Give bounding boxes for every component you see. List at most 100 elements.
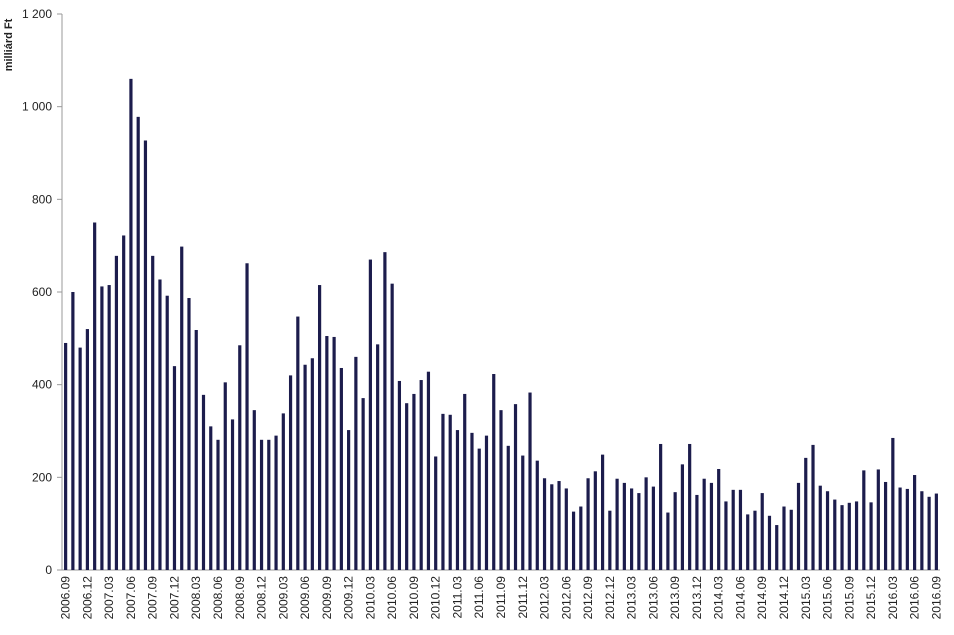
x-tick-label: 2012.09 bbox=[581, 576, 595, 620]
bar bbox=[898, 487, 902, 570]
x-tick-label: 2015.03 bbox=[799, 576, 813, 620]
bar bbox=[376, 344, 380, 570]
x-tick-label: 2010.06 bbox=[385, 576, 399, 620]
bar bbox=[746, 514, 750, 570]
x-tick-label: 2015.12 bbox=[864, 576, 878, 620]
bar bbox=[913, 475, 917, 570]
bar bbox=[796, 482, 801, 570]
bar bbox=[586, 478, 590, 570]
bar bbox=[64, 342, 68, 570]
bar bbox=[905, 488, 909, 570]
bar bbox=[883, 481, 888, 570]
bar bbox=[789, 509, 793, 570]
bar bbox=[303, 364, 307, 570]
bar bbox=[71, 292, 75, 570]
x-tick-label: 2008.06 bbox=[211, 576, 225, 620]
bar bbox=[354, 356, 358, 570]
bar bbox=[434, 456, 438, 570]
bar bbox=[230, 419, 235, 570]
bar bbox=[288, 375, 293, 570]
bar bbox=[180, 246, 184, 571]
bar bbox=[876, 469, 880, 570]
bar bbox=[361, 398, 365, 570]
bar bbox=[600, 454, 605, 570]
bar bbox=[151, 255, 155, 571]
bar bbox=[201, 394, 206, 570]
y-tick-label: 0 bbox=[45, 563, 52, 577]
bar bbox=[252, 410, 256, 570]
bar bbox=[535, 460, 539, 570]
y-tick-label: 400 bbox=[32, 378, 52, 392]
x-tick-label: 2010.12 bbox=[429, 576, 443, 620]
x-tick-label: 2008.12 bbox=[255, 576, 269, 620]
x-tick-label: 2011.03 bbox=[450, 576, 464, 619]
x-tick-label: 2009.06 bbox=[298, 576, 312, 620]
bar bbox=[216, 439, 220, 570]
bar bbox=[347, 430, 351, 570]
bar bbox=[666, 512, 670, 570]
bar bbox=[463, 393, 467, 570]
x-tick-label: 2010.03 bbox=[363, 576, 377, 620]
bar bbox=[281, 413, 285, 570]
x-tick-label: 2011.12 bbox=[516, 576, 530, 619]
x-tick-label: 2013.09 bbox=[668, 576, 682, 620]
y-axis-label: milliárd Ft bbox=[3, 18, 15, 71]
bar bbox=[695, 494, 699, 570]
x-tick-label: 2006.09 bbox=[59, 576, 73, 620]
bar bbox=[542, 478, 547, 570]
y-tick-label: 1 200 bbox=[22, 7, 52, 21]
x-tick-label: 2013.03 bbox=[625, 576, 639, 620]
bar bbox=[100, 286, 104, 570]
bar bbox=[136, 116, 140, 571]
bar bbox=[317, 285, 322, 570]
x-tick-label: 2011.06 bbox=[472, 576, 486, 619]
bar bbox=[194, 329, 198, 570]
bar bbox=[209, 426, 213, 570]
bar bbox=[891, 437, 895, 570]
bar bbox=[615, 478, 619, 570]
bar bbox=[238, 345, 242, 570]
bar bbox=[550, 484, 554, 570]
x-tick-label: 2010.09 bbox=[407, 576, 421, 620]
x-tick-label: 2009.12 bbox=[342, 576, 356, 620]
bar bbox=[419, 380, 423, 570]
bar bbox=[673, 492, 677, 570]
bar bbox=[448, 414, 452, 570]
bar bbox=[513, 404, 518, 570]
bar bbox=[245, 263, 249, 570]
x-tick-label: 2007.12 bbox=[167, 576, 181, 620]
bar bbox=[804, 457, 808, 570]
bar bbox=[593, 471, 597, 570]
bar bbox=[818, 485, 822, 570]
bar bbox=[158, 279, 162, 570]
bar bbox=[107, 285, 111, 570]
bar bbox=[339, 367, 343, 570]
bar bbox=[441, 413, 445, 570]
x-tick-label: 2014.03 bbox=[712, 576, 726, 620]
bar bbox=[114, 255, 119, 571]
x-tick-label: 2014.09 bbox=[755, 576, 769, 620]
bar bbox=[187, 298, 191, 570]
bar bbox=[724, 501, 728, 570]
bar bbox=[702, 478, 706, 570]
y-tick-label: 600 bbox=[32, 285, 52, 299]
bar bbox=[390, 283, 394, 570]
bar bbox=[426, 371, 431, 570]
x-tick-label: 2008.09 bbox=[233, 576, 247, 620]
bar bbox=[564, 488, 568, 570]
bar bbox=[259, 439, 264, 570]
y-tick-label: 1 000 bbox=[22, 100, 52, 114]
bar bbox=[840, 505, 844, 570]
bar bbox=[775, 525, 779, 570]
bar bbox=[869, 502, 873, 570]
bar bbox=[172, 366, 177, 570]
bar bbox=[93, 222, 97, 570]
x-tick-label: 2013.12 bbox=[690, 576, 704, 620]
x-tick-label: 2012.03 bbox=[538, 576, 552, 620]
x-tick-label: 2014.06 bbox=[733, 576, 747, 620]
bar bbox=[557, 481, 561, 570]
bar bbox=[274, 435, 278, 570]
bar bbox=[296, 316, 300, 570]
x-tick-label: 2009.09 bbox=[320, 576, 334, 620]
